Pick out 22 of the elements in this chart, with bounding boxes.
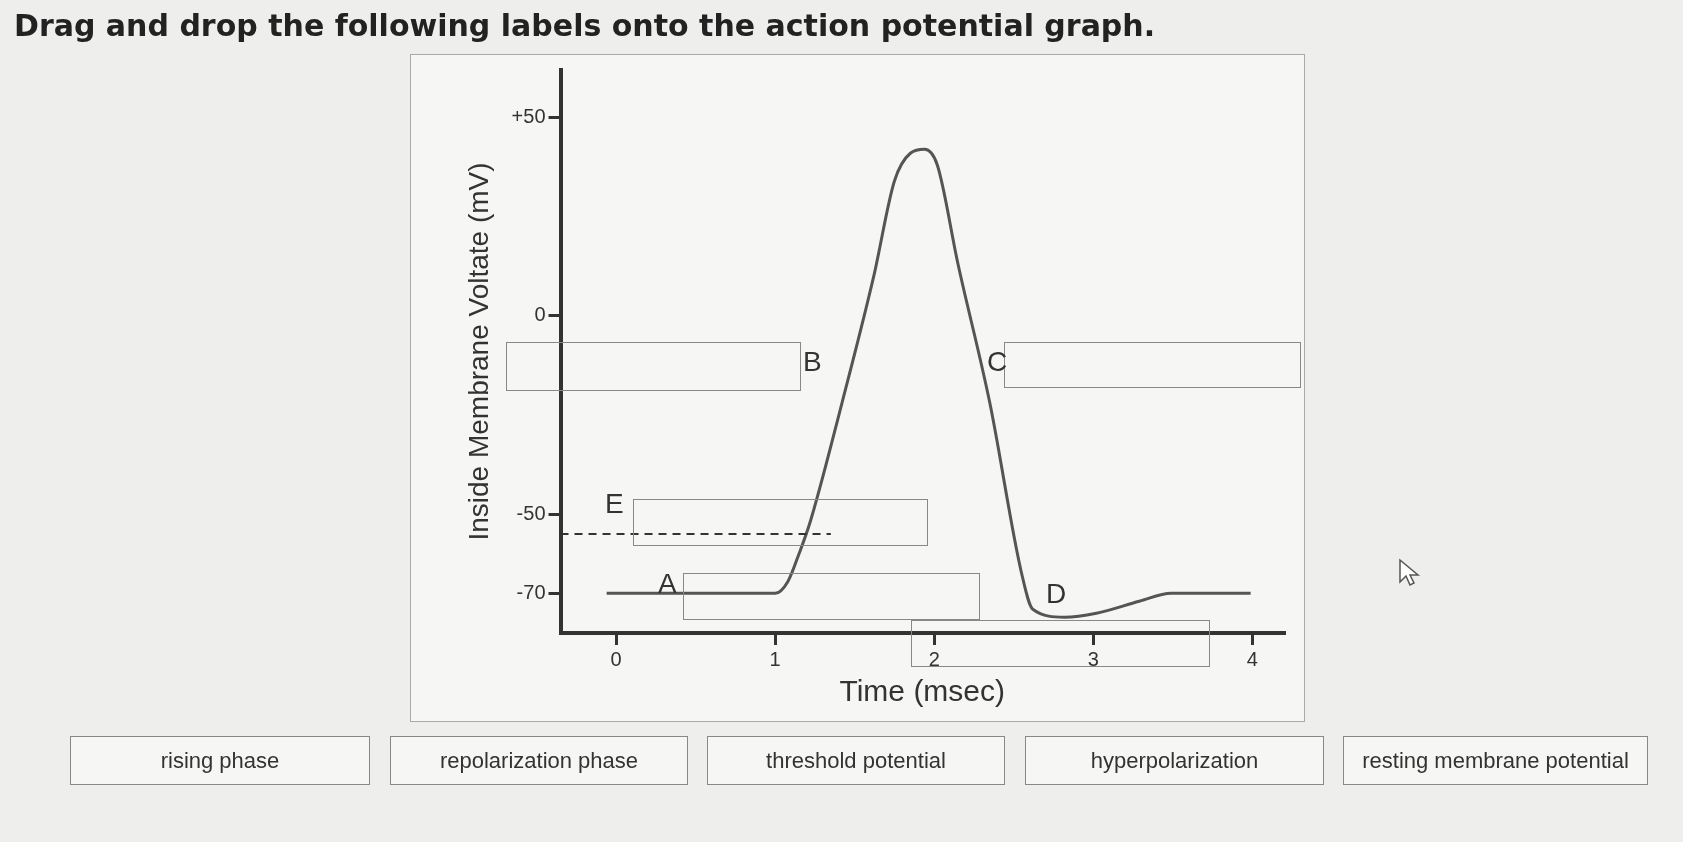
annotation: B xyxy=(803,346,822,377)
text: repolarization phase xyxy=(390,736,688,785)
text: hyperpolarization xyxy=(1025,736,1324,785)
chart-title: Drag and drop the following labels onto the action potential graph. xyxy=(14,8,1156,43)
annotation: E xyxy=(605,488,624,519)
y-tick-label: -50 xyxy=(516,501,546,524)
x-axis-title: Time (msec) xyxy=(839,674,1006,708)
y-axis-title: Inside Membrane Voltate (mV) xyxy=(462,162,494,541)
x-tick-label: 0 xyxy=(610,647,622,670)
text: resting membrane potential xyxy=(1343,736,1648,785)
annotation: A xyxy=(658,568,677,599)
line-series xyxy=(605,147,1253,619)
annotation: D xyxy=(1046,578,1067,609)
text: rising phase xyxy=(70,736,370,785)
y-tick-label: 0 xyxy=(534,303,546,326)
x-tick-label: 2 xyxy=(928,647,940,670)
y-tick-label: +50 xyxy=(511,105,546,128)
text: threshold potential xyxy=(707,736,1005,785)
y-tick-label: -70 xyxy=(516,580,546,603)
x-tick-label: 3 xyxy=(1087,647,1099,670)
x-tick-label: 1 xyxy=(769,647,781,670)
x-tick-label: 4 xyxy=(1246,647,1258,670)
